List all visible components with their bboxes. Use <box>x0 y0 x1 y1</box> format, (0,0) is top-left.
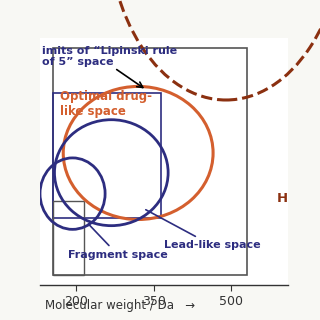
Bar <box>53 201 84 275</box>
Text: H: H <box>277 192 288 205</box>
Text: Molecular weight / Da   →: Molecular weight / Da → <box>45 299 195 312</box>
Text: Fragment space: Fragment space <box>68 224 168 260</box>
Bar <box>53 48 247 275</box>
Text: Lead-like space: Lead-like space <box>146 210 260 251</box>
Bar <box>53 92 161 218</box>
Text: imits of “Lipinski rule
of 5” space: imits of “Lipinski rule of 5” space <box>43 46 178 68</box>
Text: Optimal drug-
like space: Optimal drug- like space <box>60 90 152 118</box>
